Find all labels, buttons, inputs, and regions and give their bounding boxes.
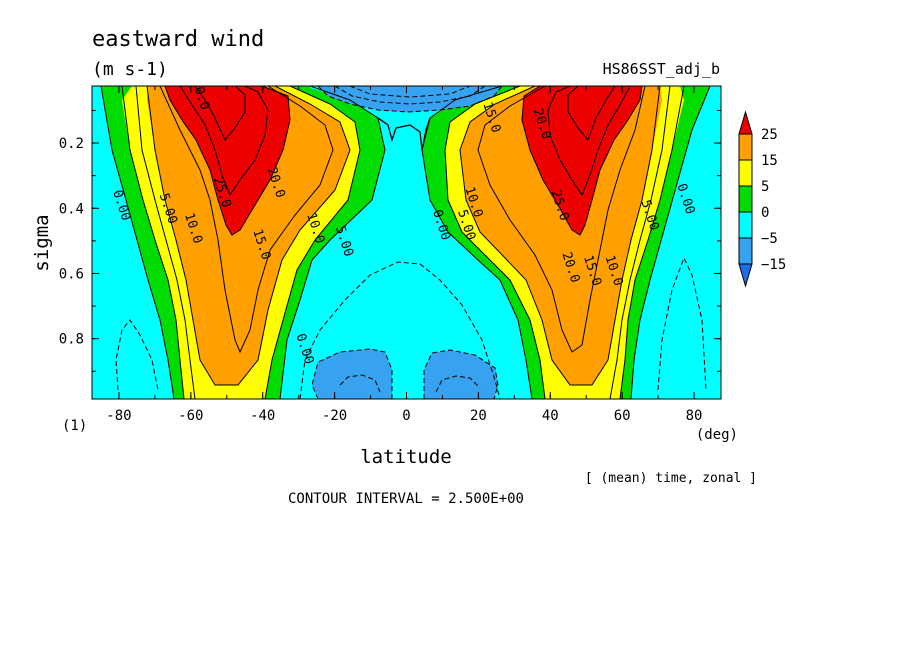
- colorbar-label: 25: [761, 127, 778, 143]
- surface-easterly-south: [312, 349, 392, 399]
- y-tick-label: 0.8: [59, 332, 84, 348]
- units-label: (m s-1): [92, 59, 168, 80]
- x-tick-label: 60: [614, 408, 631, 424]
- run-label: HS86SST_adj_b: [603, 60, 720, 78]
- negative-contours: [115, 86, 707, 399]
- x-tick-label: -60: [178, 408, 203, 424]
- colorbar-bottom-triangle: [738, 263, 753, 288]
- upper-easterly-region: [318, 86, 502, 112]
- panel-label: (1): [62, 418, 87, 434]
- orange-region-south: [147, 86, 350, 385]
- colorbar-segment: [738, 159, 753, 187]
- orange-region-north: [460, 86, 662, 385]
- chart-title: eastward wind: [92, 27, 264, 52]
- x-tick-label: 0: [402, 408, 410, 424]
- contour-interval-label: CONTOUR INTERVAL = 2.500E+00: [288, 491, 524, 507]
- x-tick-label: 20: [470, 408, 487, 424]
- x-unit-label: (deg): [696, 427, 738, 443]
- red-region-north: [522, 86, 642, 235]
- colorbar-segment: [738, 133, 753, 161]
- red-region-south: [165, 86, 290, 235]
- colorbar-top-triangle: [738, 110, 753, 135]
- x-tick-label: 40: [542, 408, 559, 424]
- colorbar-label: 15: [761, 153, 778, 169]
- colorbar-segment: [738, 211, 753, 239]
- x-tick-label: -20: [322, 408, 347, 424]
- colorbar-label: −5: [761, 231, 778, 247]
- x-tick-label: -40: [250, 408, 275, 424]
- equatorial-zero-contour: [377, 117, 431, 151]
- y-axis: 0.2 0.4 0.6 0.8: [59, 109, 721, 372]
- colorbar-label: 5: [761, 179, 769, 195]
- y-tick-label: 0.4: [59, 201, 84, 217]
- y-tick-label: 0.6: [59, 266, 84, 282]
- contour-lines: [100, 86, 711, 399]
- x-tick-label: 80: [686, 408, 703, 424]
- averaging-note: [ (mean) time, zonal ]: [585, 471, 757, 486]
- x-tick-label: -80: [106, 408, 131, 424]
- colorbar-segment: [738, 185, 753, 213]
- y-tick-label: 0.2: [59, 136, 84, 152]
- surface-easterly-north: [424, 350, 498, 399]
- colorbar: 25 15 5 0 −5 −15: [738, 110, 786, 288]
- x-axis: -80 -60 -40 -20 0 20 40 60 80: [106, 86, 702, 424]
- colorbar-label: −15: [761, 257, 786, 273]
- colorbar-label: 0: [761, 205, 769, 221]
- colorbar-segment: [738, 237, 753, 265]
- x-axis-title: latitude: [360, 446, 452, 468]
- y-axis-title: sigma: [31, 214, 53, 271]
